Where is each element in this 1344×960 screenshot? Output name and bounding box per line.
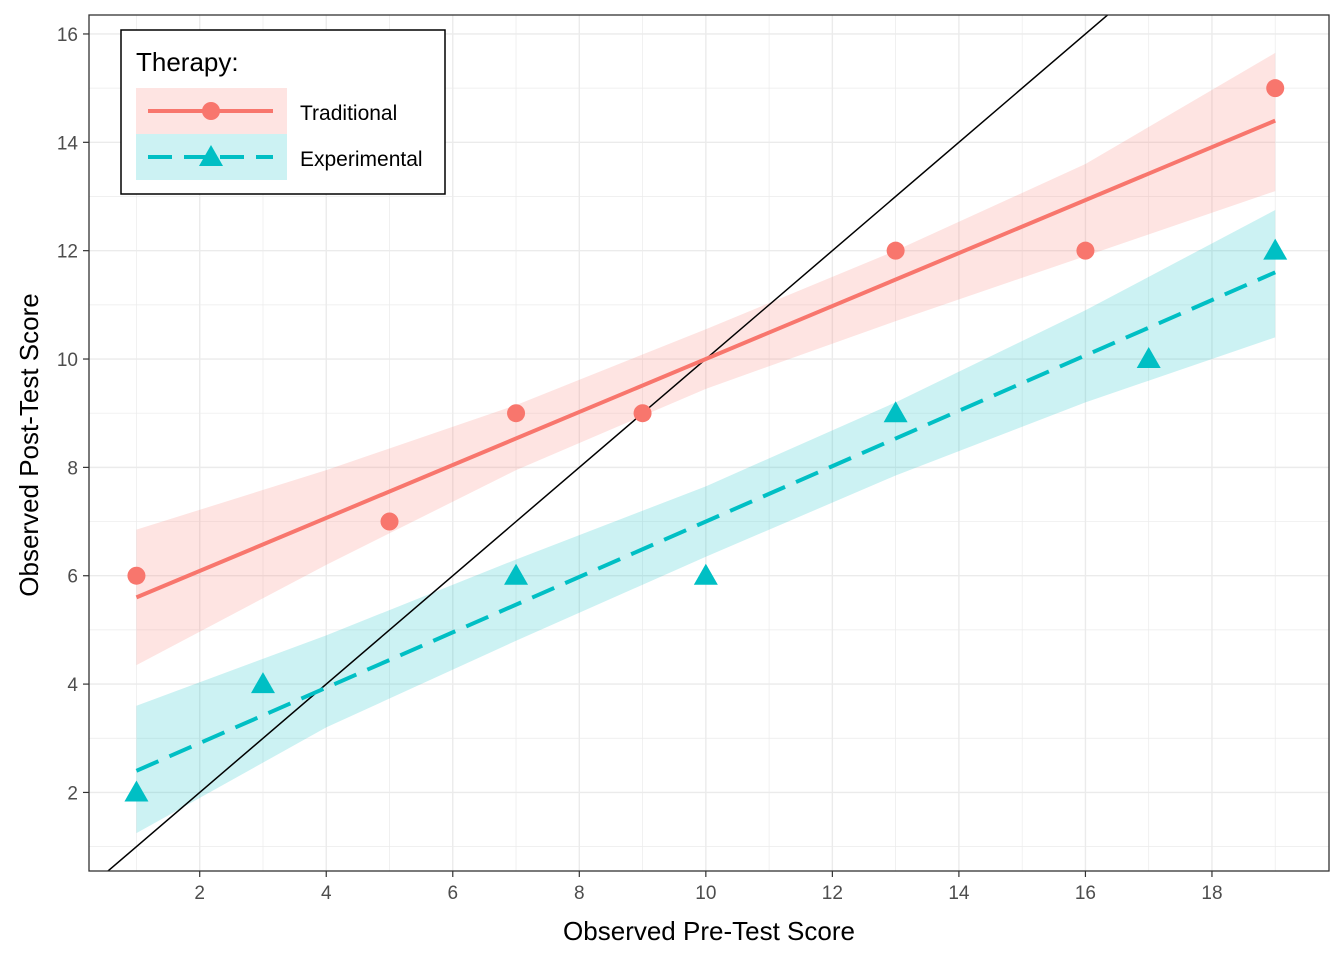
legend-keys xyxy=(136,88,287,180)
y-tick-label: 14 xyxy=(57,133,79,154)
y-axis-title: Observed Post-Test Score xyxy=(14,293,44,596)
legend-key-marker xyxy=(202,102,220,120)
x-tick-label: 2 xyxy=(194,883,205,904)
y-tick-label: 16 xyxy=(57,25,78,46)
data-point-experimental xyxy=(1263,238,1288,260)
x-tick-label: 10 xyxy=(695,883,716,904)
data-point-experimental xyxy=(250,672,275,694)
data-point-traditional xyxy=(1266,79,1285,98)
data-point-traditional xyxy=(380,512,399,531)
data-point-traditional xyxy=(1076,241,1095,260)
fit-line-traditional xyxy=(135,118,1276,600)
x-tick-label: 12 xyxy=(822,883,843,904)
legend-key-traditional xyxy=(136,88,287,134)
data-point-traditional xyxy=(127,566,146,585)
y-tick-label: 4 xyxy=(67,675,78,696)
x-tick-label: 8 xyxy=(574,883,585,904)
data-point-traditional xyxy=(886,241,905,260)
y-tick-label: 10 xyxy=(57,350,78,371)
x-axis-title: Observed Pre-Test Score xyxy=(563,916,855,946)
data-point-experimental xyxy=(1136,347,1161,369)
legend-label-experimental: Experimental xyxy=(300,148,423,171)
x-axis: 2 4 6 8 10 12 14 16 18 xyxy=(194,871,1223,904)
legend-label-traditional: Traditional xyxy=(300,102,397,125)
data-points xyxy=(124,79,1288,802)
data-point-experimental xyxy=(504,563,529,585)
x-tick-label: 6 xyxy=(447,883,458,904)
data-point-experimental xyxy=(124,780,149,802)
x-tick-label: 4 xyxy=(321,883,332,904)
y-tick-label: 8 xyxy=(67,458,78,479)
y-tick-label: 12 xyxy=(57,242,78,263)
x-tick-label: 18 xyxy=(1201,883,1222,904)
y-tick-label: 2 xyxy=(67,783,78,804)
x-tick-label: 16 xyxy=(1075,883,1096,904)
fit-lines xyxy=(135,118,1277,773)
legend-key-marker xyxy=(199,145,223,166)
y-axis: 2 4 6 8 10 12 14 16 xyxy=(57,25,89,804)
data-point-traditional xyxy=(507,404,526,423)
legend-title: Therapy: xyxy=(136,47,239,77)
data-point-experimental xyxy=(883,401,908,423)
legend: Therapy: Traditional Experimental xyxy=(120,29,446,195)
fit-line-experimental xyxy=(135,270,1277,773)
panel-border xyxy=(88,14,1330,872)
x-tick-label: 14 xyxy=(948,883,970,904)
legend-key-experimental xyxy=(136,134,287,180)
data-point-experimental xyxy=(693,563,718,585)
y-tick-label: 6 xyxy=(67,567,78,588)
data-point-traditional xyxy=(633,404,652,423)
